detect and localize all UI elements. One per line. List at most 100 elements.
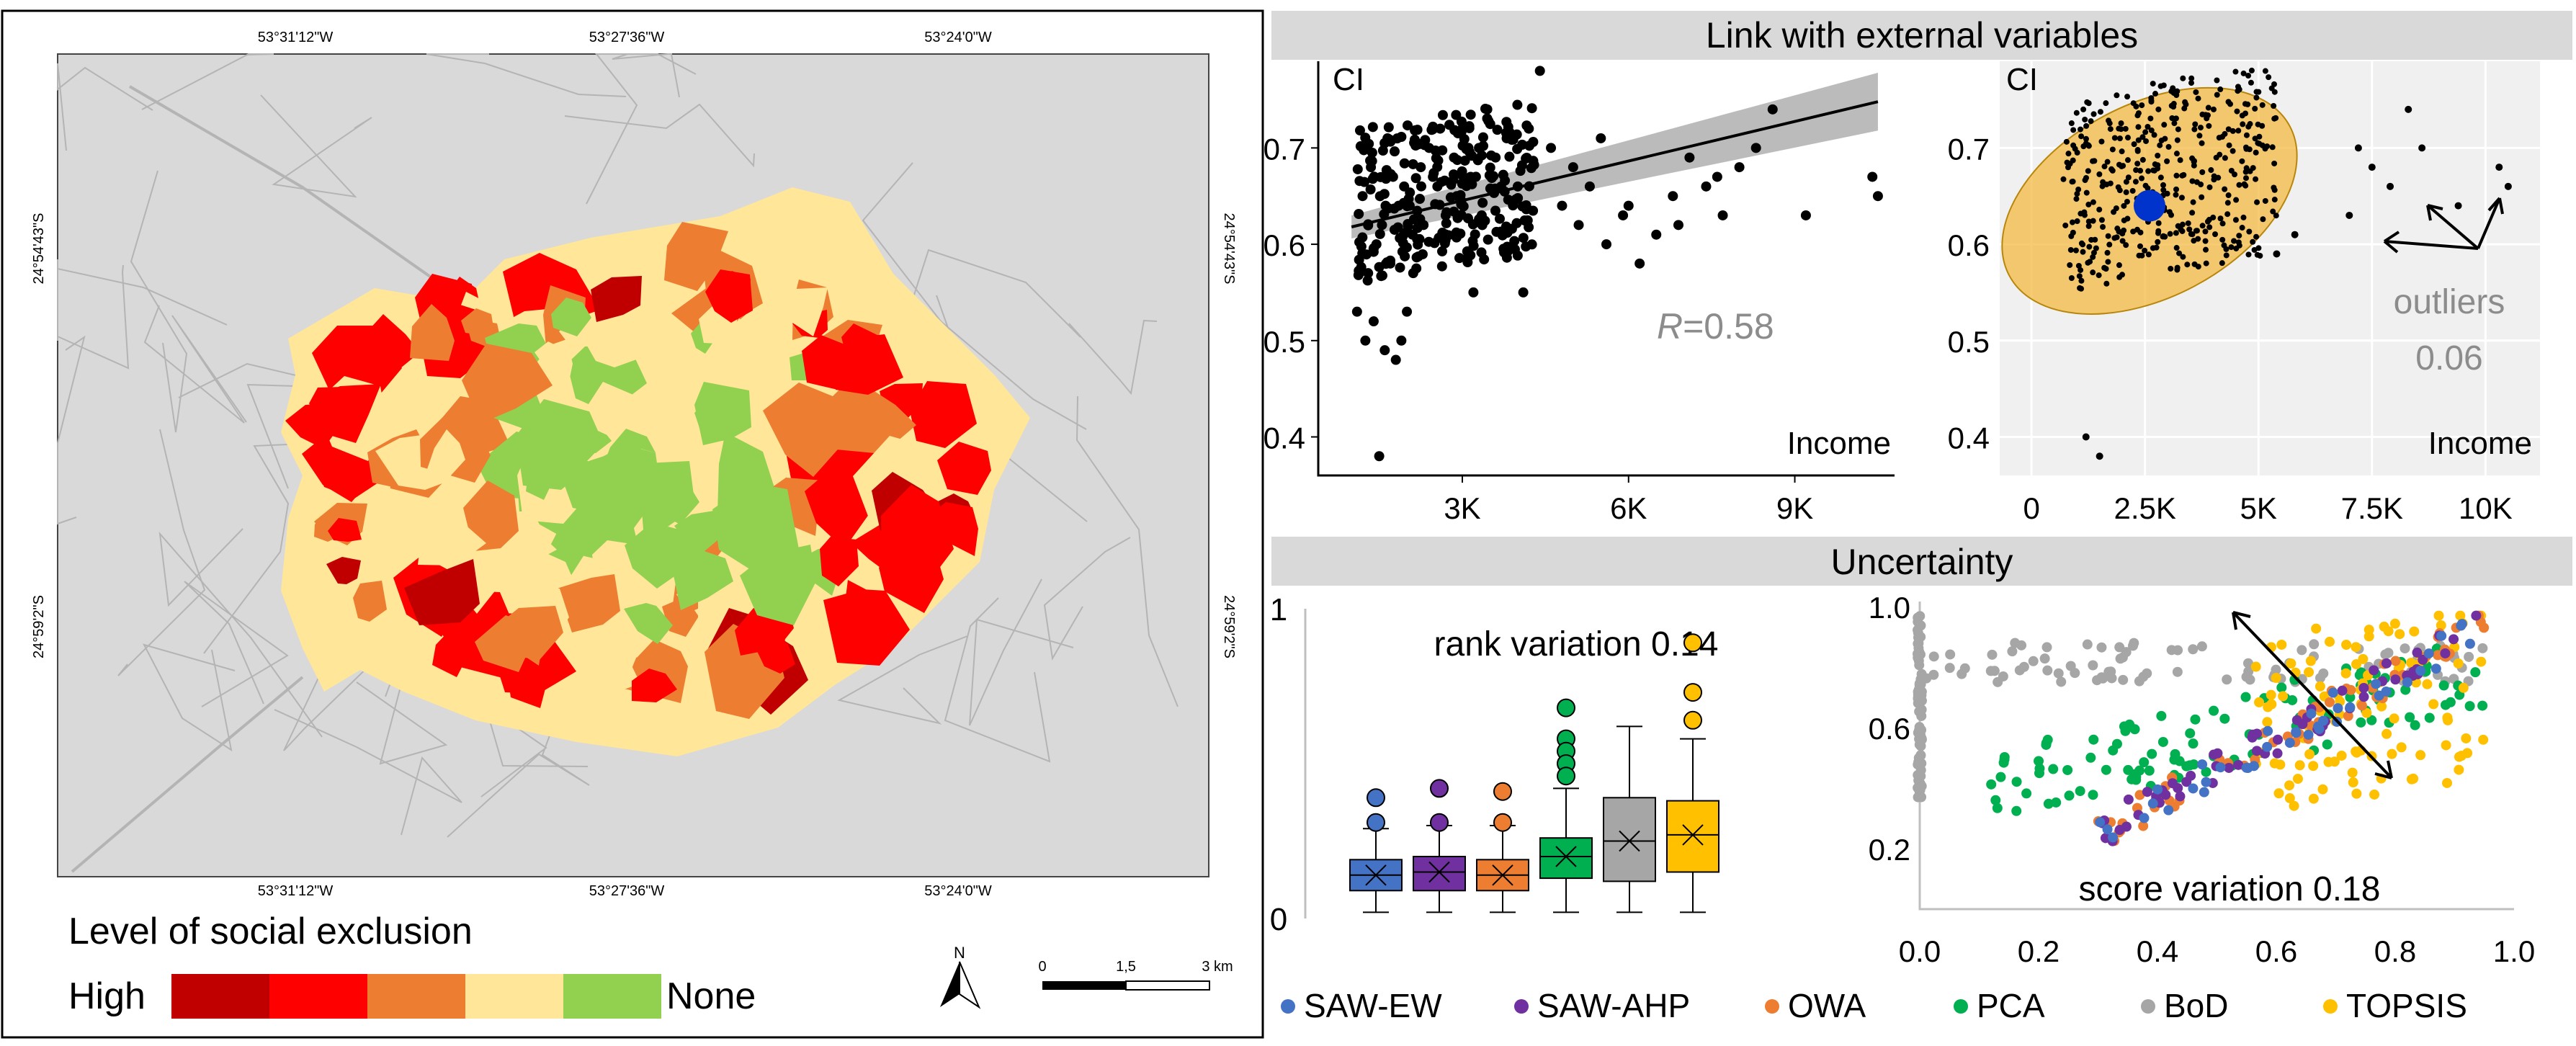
data-point — [1477, 132, 1488, 143]
y-tick-label: 0.7 — [1948, 132, 1990, 166]
data-point — [2173, 245, 2180, 251]
data-point — [2134, 161, 2141, 167]
data-point — [2097, 109, 2103, 115]
data-point — [2069, 219, 2075, 225]
data-point — [1411, 252, 1422, 263]
data-point — [2253, 89, 2260, 95]
data-point — [2336, 750, 2347, 761]
data-point — [2325, 636, 2335, 647]
data-point — [1483, 115, 1494, 126]
data-point — [1499, 186, 1510, 197]
data-point — [2304, 667, 2315, 678]
data-point — [2177, 157, 2183, 164]
data-point — [2412, 647, 2423, 658]
y-tick-label: 0.5 — [1948, 325, 1990, 359]
data-point — [1734, 162, 1745, 173]
data-point — [2263, 702, 2273, 712]
data-point — [2428, 699, 2439, 710]
data-point — [2167, 778, 2178, 789]
data-point — [1767, 104, 1778, 115]
data-point — [2173, 192, 2179, 198]
data-point — [2090, 249, 2097, 256]
data-point — [2366, 715, 2377, 725]
data-point — [2271, 672, 2281, 683]
data-point — [2400, 643, 2410, 654]
data-point — [2173, 151, 2180, 157]
data-point — [2284, 793, 2295, 804]
data-point — [2070, 668, 2080, 679]
x-tick-label: 0.0 — [1899, 934, 1941, 968]
data-point — [2205, 104, 2211, 111]
data-point — [2185, 728, 2196, 738]
data-point — [2123, 189, 2129, 195]
data-point — [2084, 99, 2090, 105]
data-point — [2306, 708, 2317, 719]
road — [117, 429, 206, 676]
data-point — [2233, 245, 2240, 251]
region — [664, 222, 728, 291]
data-point — [2440, 699, 2451, 710]
data-point — [2358, 682, 2369, 693]
data-point — [2104, 158, 2111, 165]
data-point — [2271, 89, 2278, 95]
data-point — [2442, 777, 2453, 788]
data-point — [1945, 649, 1956, 660]
data-point — [2351, 642, 2361, 653]
data-point — [2230, 148, 2236, 154]
data-point — [1434, 233, 1444, 243]
data-point — [2325, 697, 2335, 707]
data-point — [2064, 790, 2075, 801]
data-point — [2011, 777, 2022, 787]
data-point — [2259, 122, 2266, 129]
data-point — [2088, 236, 2095, 243]
data-point — [1518, 287, 1529, 298]
data-point — [2148, 127, 2155, 133]
data-point — [2219, 713, 2230, 724]
data-point — [1395, 262, 1405, 273]
data-point — [2163, 805, 2174, 815]
region — [739, 318, 780, 372]
data-point — [2129, 769, 2140, 779]
data-point — [2119, 148, 2125, 155]
data-point — [2100, 179, 2106, 185]
y-tick-label: 0.2 — [1869, 833, 1910, 867]
data-point — [2101, 764, 2111, 775]
data-point — [2145, 168, 2152, 174]
r-annotation: R=0.58 — [1657, 306, 1774, 347]
data-point — [2068, 275, 2075, 282]
data-point — [2315, 681, 2325, 692]
x-tick-label: 3K — [1444, 491, 1480, 525]
data-point — [2228, 167, 2235, 174]
data-point — [2254, 697, 2265, 707]
road — [141, 53, 274, 110]
region — [694, 392, 745, 441]
data-point — [2075, 262, 2082, 269]
data-point — [2217, 86, 2224, 93]
data-point — [2390, 656, 2401, 666]
data-point — [2132, 179, 2139, 185]
outlier-point — [2291, 231, 2299, 238]
data-point — [2196, 641, 2207, 652]
data-point — [2351, 659, 2362, 670]
data-point — [1484, 170, 1495, 181]
data-point — [2454, 764, 2464, 775]
data-point — [2116, 262, 2122, 269]
data-point — [2148, 95, 2155, 102]
data-point — [2063, 138, 2070, 145]
road — [1043, 537, 1131, 661]
data-point — [2345, 702, 2356, 712]
data-point — [2142, 247, 2148, 254]
data-point — [1437, 109, 1448, 120]
data-point — [2199, 194, 2205, 200]
data-point — [1482, 234, 1493, 245]
data-point — [2180, 75, 2186, 81]
data-point — [2124, 157, 2131, 164]
data-point — [2188, 80, 2195, 86]
data-point — [1454, 253, 1464, 264]
data-point — [2305, 656, 2316, 666]
data-point — [2139, 175, 2145, 182]
region — [805, 465, 871, 549]
data-point — [2096, 642, 2107, 653]
data-point — [1432, 161, 1443, 172]
data-point — [1436, 261, 1447, 272]
